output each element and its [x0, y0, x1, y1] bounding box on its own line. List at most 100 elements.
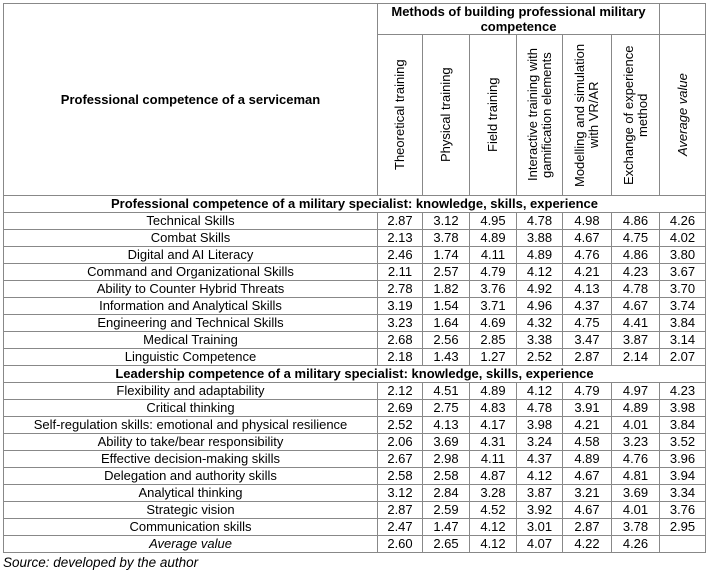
value-cell: 4.02	[659, 229, 706, 247]
value-cell: 2.52	[377, 416, 423, 434]
value-cell: 3.91	[562, 399, 612, 417]
value-cell: 4.23	[611, 263, 660, 281]
value-cell: 4.76	[611, 450, 660, 468]
value-cell: 2.69	[377, 399, 423, 417]
row-label: Communication skills	[3, 518, 378, 536]
row-label: Flexibility and adaptability	[3, 382, 378, 400]
value-cell: 3.34	[659, 484, 706, 502]
value-cell: 3.98	[516, 416, 563, 434]
value-cell: 4.51	[422, 382, 470, 400]
value-cell: 4.11	[469, 246, 517, 264]
value-cell: 2.60	[377, 535, 423, 553]
section-title: Leadership competence of a military spec…	[3, 365, 706, 383]
value-cell: 3.67	[659, 263, 706, 281]
value-cell: 2.47	[377, 518, 423, 536]
column-header-text: Interactive training with gamification e…	[524, 48, 554, 182]
value-cell: 3.92	[516, 501, 563, 519]
value-cell: 3.24	[516, 433, 563, 451]
section-row: Leadership competence of a military spec…	[3, 365, 706, 383]
value-cell: 4.67	[562, 501, 612, 519]
value-cell: 4.01	[611, 501, 660, 519]
value-cell: 2.11	[377, 263, 423, 281]
row-label: Technical Skills	[3, 212, 378, 230]
value-cell: 1.47	[422, 518, 470, 536]
value-cell: 3.78	[611, 518, 660, 536]
value-cell: 2.87	[562, 518, 612, 536]
column-header-text: Average value	[674, 73, 690, 157]
data-row: Information and Analytical Skills 3.19 1.5…	[3, 297, 706, 315]
value-cell: 3.76	[469, 280, 517, 298]
data-row: Technical Skills 2.87 3.12 4.95 4.78 4.98 4.86…	[3, 212, 706, 230]
column-header: Modelling and simulation with VR/AR	[562, 34, 612, 196]
value-cell: 4.89	[611, 399, 660, 417]
value-cell: 3.94	[659, 467, 706, 485]
column-header: Exchange of experience method	[611, 34, 660, 196]
value-cell: 2.13	[377, 229, 423, 247]
value-cell: 4.86	[611, 246, 660, 264]
column-header-text: Modelling and simulation with VR/AR	[572, 43, 601, 187]
value-cell: 2.14	[611, 348, 660, 366]
value-cell: 2.57	[422, 263, 470, 281]
value-cell: 3.21	[562, 484, 612, 502]
data-row: Combat Skills 2.13 3.78 4.89 3.88 4.67 4.75 4.0…	[3, 229, 706, 247]
value-cell: 4.86	[611, 212, 660, 230]
value-cell: 3.47	[562, 331, 612, 349]
value-cell: 4.23	[659, 382, 706, 400]
value-cell: 2.98	[422, 450, 470, 468]
value-cell: 3.01	[516, 518, 563, 536]
value-cell: 4.22	[562, 535, 612, 553]
value-cell: 2.85	[469, 331, 517, 349]
value-cell: 3.78	[422, 229, 470, 247]
data-row: Communication skills 2.47 1.47 4.12 3.01 2.87…	[3, 518, 706, 536]
value-cell: 2.07	[659, 348, 706, 366]
value-cell: 2.52	[516, 348, 563, 366]
value-cell: 2.59	[422, 501, 470, 519]
value-cell: 3.19	[377, 297, 423, 315]
value-cell: 4.52	[469, 501, 517, 519]
data-row: Linguistic Competence 2.18 1.43 1.27 2.52 2.8…	[3, 348, 706, 366]
column-header: Field training	[469, 34, 517, 196]
value-cell: 4.13	[422, 416, 470, 434]
value-cell: 3.69	[611, 484, 660, 502]
value-cell: 2.06	[377, 433, 423, 451]
value-cell: 4.21	[562, 416, 612, 434]
row-label: Analytical thinking	[3, 484, 378, 502]
row-label: Average value	[3, 535, 378, 553]
value-cell: 1.74	[422, 246, 470, 264]
value-cell: 2.58	[422, 467, 470, 485]
value-cell: 4.67	[562, 467, 612, 485]
column-header: Theoretical training	[377, 34, 423, 196]
row-label: Medical Training	[3, 331, 378, 349]
data-row: Delegation and authority skills 2.58 2.58 4…	[3, 467, 706, 485]
value-cell: 1.82	[422, 280, 470, 298]
source-note: Source: developed by the author	[3, 555, 199, 570]
value-cell: 3.70	[659, 280, 706, 298]
value-cell: 4.12	[516, 467, 563, 485]
table-body: Professional competence of a military sp…	[3, 195, 706, 553]
value-cell: 3.23	[377, 314, 423, 332]
value-cell: 2.68	[377, 331, 423, 349]
value-cell: 4.75	[562, 314, 612, 332]
value-cell: 2.18	[377, 348, 423, 366]
data-row: Ability to take/bear responsibility 2.06 3…	[3, 433, 706, 451]
value-cell: 4.81	[611, 467, 660, 485]
value-cell: 4.37	[562, 297, 612, 315]
value-cell: 4.67	[611, 297, 660, 315]
row-label: Effective decision-making skills	[3, 450, 378, 468]
value-cell: 4.89	[562, 450, 612, 468]
value-cell: 4.26	[659, 212, 706, 230]
competence-table: Professional competence of a serviceman …	[3, 3, 706, 553]
value-cell: 4.98	[562, 212, 612, 230]
value-cell: 4.01	[611, 416, 660, 434]
column-header: Average value	[659, 34, 706, 196]
value-cell: 4.95	[469, 212, 517, 230]
table-head: Professional competence of a serviceman …	[3, 3, 706, 196]
data-row: Command and Organizational Skills 2.11 2.5…	[3, 263, 706, 281]
value-cell: 3.14	[659, 331, 706, 349]
column-header-text: Theoretical training	[392, 59, 407, 171]
row-label: Self-regulation skills: emotional and ph…	[3, 416, 378, 434]
column-header-text: Exchange of experience method	[620, 45, 650, 185]
value-cell: 3.52	[659, 433, 706, 451]
value-cell: 3.84	[659, 416, 706, 434]
